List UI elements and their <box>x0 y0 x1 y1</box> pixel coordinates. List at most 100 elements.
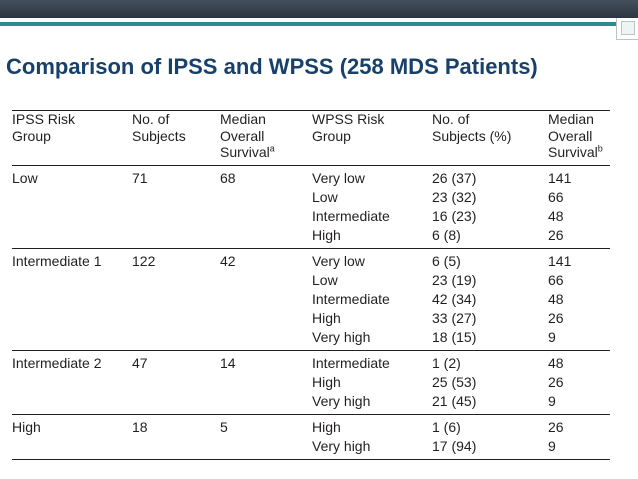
header-text-line: Survival <box>548 144 598 160</box>
cell-line: 48 <box>548 354 564 371</box>
header-text-line: Subjects <box>132 127 186 144</box>
cell-line: 17 (94) <box>432 437 477 454</box>
header-text: Subjects (%) <box>432 128 548 145</box>
wpss-subjects-header: No. of Subjects (%) <box>432 110 548 166</box>
cell-line: Very high <box>312 437 371 454</box>
cell-line: Low <box>312 188 338 205</box>
table-header-row: IPSS Risk Group No. of Subjects Median Overal… <box>12 110 610 166</box>
comparison-table: IPSS Risk Group No. of Subjects Median Overal… <box>12 110 610 460</box>
wpss-risk-group-cell: High Very high <box>312 413 432 460</box>
ipss-subjects-cell: 122 <box>132 247 220 350</box>
cell-line: High <box>312 309 341 326</box>
footnote-marker: b <box>597 143 603 154</box>
cell-line: High <box>312 373 341 390</box>
header-text: Overall <box>220 128 312 145</box>
header-text-line: Overall <box>548 127 593 144</box>
header-text: Median <box>548 111 610 128</box>
table-body: Low 71 68 Very low Low Intermediate High 26 (37… <box>12 165 610 460</box>
ipss-subjects-cell: 18 <box>132 413 220 460</box>
slide-header-bar <box>0 0 638 18</box>
header-text: Survivala <box>220 144 312 161</box>
cell-line: 141 <box>548 169 572 186</box>
header-text: Overall <box>548 128 610 145</box>
ipss-survival-cell: 42 <box>220 247 312 350</box>
cell-line: Intermediate <box>312 354 390 371</box>
cell-line: 26 <box>548 309 564 326</box>
cell-line: 9 <box>548 392 556 409</box>
header-text-line: Subjects (%) <box>432 127 512 144</box>
header-text: Subjects <box>132 128 220 145</box>
header-text-line: WPSS Risk <box>312 111 385 127</box>
ipss-risk-group-cell: Intermediate 1 <box>12 247 132 350</box>
cell-line: 25 (53) <box>432 373 477 390</box>
cell-line: High <box>312 418 341 435</box>
wpss-risk-group-cell: Very low Low Intermediate High Very high <box>312 247 432 350</box>
header-text-line: Overall <box>220 127 265 144</box>
wpss-subjects-cell: 1 (6) 17 (94) <box>432 413 548 460</box>
ipss-risk-group-header: IPSS Risk Group <box>12 110 132 166</box>
cell-line: High <box>312 226 341 243</box>
cell-line: 18 (15) <box>432 328 477 345</box>
ipss-risk-group-cell: Low <box>12 169 38 186</box>
ipss-survival-header: Median Overall Survivala <box>220 110 312 166</box>
cell-line: 1 (2) <box>432 354 461 371</box>
ipss-survival-cell: 5 <box>220 413 312 460</box>
slide-accent-line <box>0 22 638 26</box>
cell-line: 6 (5) <box>432 252 461 269</box>
wpss-risk-group-header: WPSS Risk Group <box>312 110 432 166</box>
slide-corner-ornament <box>616 18 638 40</box>
ipss-subjects-header: No. of Subjects <box>132 110 220 166</box>
table-row: Low 71 68 Very low Low Intermediate High 26 (37… <box>12 165 610 248</box>
table-row: Intermediate 1 122 42 Very low Low Intermedia… <box>12 247 610 350</box>
ipss-survival-cell: 14 <box>220 349 312 414</box>
cell-line: 9 <box>548 437 556 454</box>
cell-line: 21 (45) <box>432 392 477 409</box>
header-text: No. of <box>132 111 220 128</box>
cell-line: 23 (32) <box>432 188 477 205</box>
wpss-survival-header: Median Overall Survivalb <box>548 110 610 166</box>
cell-line: 26 <box>548 418 564 435</box>
header-text-line: IPSS Risk <box>12 111 76 127</box>
header-text-line: No. of <box>432 111 470 127</box>
ipss-subjects-cell: 47 <box>132 349 220 414</box>
cell-line: Low <box>312 271 338 288</box>
wpss-risk-group-cell: Intermediate High Very high <box>312 349 432 414</box>
cell-line: 1 (6) <box>432 418 461 435</box>
cell-line: Intermediate <box>312 207 390 224</box>
cell-line: 48 <box>548 207 564 224</box>
cell-line: 26 (37) <box>432 169 477 186</box>
wpss-subjects-cell: 26 (37) 23 (32) 16 (23) 6 (8) <box>432 165 548 248</box>
header-text-line: No. of <box>132 111 170 127</box>
header-text: IPSS Risk <box>12 111 132 128</box>
cell-line: 66 <box>548 271 564 288</box>
cell-line: 141 <box>548 252 572 269</box>
header-text: Group <box>312 128 432 145</box>
wpss-risk-group-cell: Very low Low Intermediate High <box>312 165 432 248</box>
wpss-survival-cell: 48 26 9 <box>548 349 610 414</box>
wpss-survival-cell: 141 66 48 26 9 <box>548 247 610 350</box>
cell-line: 42 (34) <box>432 290 477 307</box>
cell-line: 16 (23) <box>432 207 477 224</box>
cell-line: Very low <box>312 252 365 269</box>
cell-line: Intermediate <box>312 290 390 307</box>
footnote-marker: a <box>269 143 275 154</box>
table-row: High 18 5 High Very high 1 (6) 17 (94) 26 9 <box>12 413 610 460</box>
wpss-survival-cell: 26 9 <box>548 413 610 460</box>
cell-line: 33 (27) <box>432 309 477 326</box>
ipss-subjects-cell: 71 <box>132 169 148 186</box>
cell-line: 26 <box>548 226 564 243</box>
wpss-survival-cell: 141 66 48 26 <box>548 165 610 248</box>
cell-line: 23 (19) <box>432 271 477 288</box>
wpss-subjects-cell: 1 (2) 25 (53) 21 (45) <box>432 349 548 414</box>
header-text-line: Survival <box>220 144 270 160</box>
wpss-subjects-cell: 6 (5) 23 (19) 42 (34) 33 (27) 18 (15) <box>432 247 548 350</box>
cell-line: 66 <box>548 188 564 205</box>
header-text: WPSS Risk <box>312 111 432 128</box>
cell-line: 6 (8) <box>432 226 461 243</box>
cell-line: Very low <box>312 169 365 186</box>
cell-line: Very high <box>312 328 371 345</box>
cell-line: 26 <box>548 373 564 390</box>
ipss-risk-group-cell: Intermediate 2 <box>12 349 132 414</box>
header-text: Median <box>220 111 312 128</box>
header-text-line: Group <box>312 127 351 144</box>
